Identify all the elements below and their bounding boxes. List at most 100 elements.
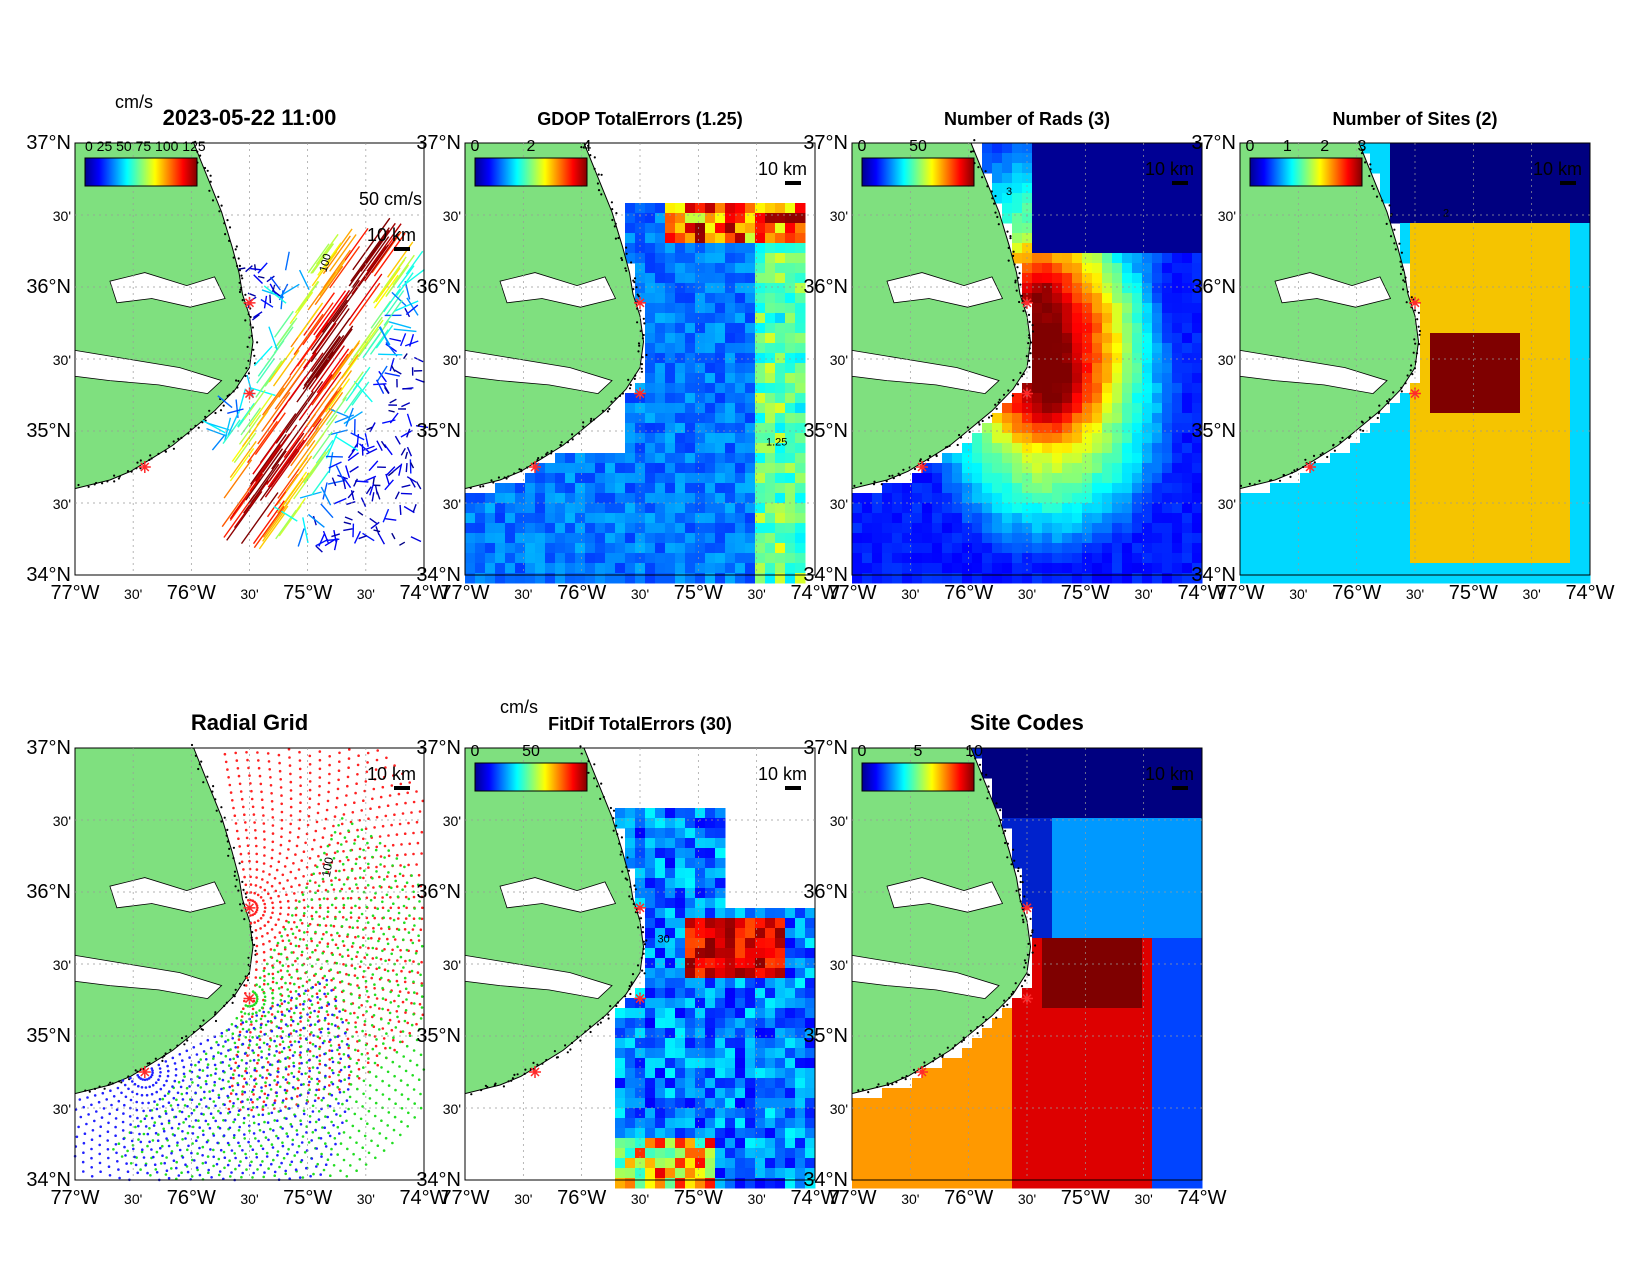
site-marker <box>529 461 541 473</box>
heatmap-cell <box>1192 193 1203 204</box>
heatmap-cell <box>1480 383 1491 394</box>
radial-grid-point <box>251 1012 254 1016</box>
heatmap-cell <box>725 463 736 474</box>
heatmap-cell <box>1052 533 1063 544</box>
heatmap-cell <box>775 403 786 414</box>
heatmap-cell <box>695 413 706 424</box>
current-vector <box>403 353 408 360</box>
heatmap-cell <box>1022 413 1033 424</box>
radial-grid-point <box>306 1019 310 1022</box>
current-vector <box>319 259 346 297</box>
heatmap-cell <box>475 533 486 544</box>
radial-grid-point <box>270 1013 274 1016</box>
heatmap-cell <box>1182 163 1193 174</box>
heatmap-cell <box>1122 333 1133 344</box>
heatmap-cell <box>1400 233 1411 244</box>
heatmap-cell <box>1470 513 1481 524</box>
heatmap-cell <box>645 473 656 484</box>
radial-grid-point <box>232 1057 235 1061</box>
radial-grid-point <box>328 1066 332 1070</box>
radial-grid-point <box>396 959 399 962</box>
heatmap-cell <box>1132 453 1143 464</box>
heatmap-cell <box>1580 163 1591 174</box>
radial-grid-point <box>334 1007 338 1010</box>
heatmap-cell <box>1530 213 1541 224</box>
coast-dot <box>597 173 600 176</box>
heatmap-cell <box>1350 533 1361 544</box>
heatmap-cell <box>922 543 933 554</box>
heatmap-cell <box>1490 523 1501 534</box>
radial-grid-point <box>313 1023 317 1026</box>
radial-grid-point <box>255 952 259 956</box>
heatmap-cell <box>1470 333 1481 344</box>
current-vector <box>310 308 350 363</box>
heatmap-cell <box>765 543 776 554</box>
heatmap-cell <box>1470 303 1481 314</box>
heatmap-cell <box>1042 463 1053 474</box>
heatmap-cell <box>1360 503 1371 514</box>
heatmap-cell <box>1022 563 1033 574</box>
current-vector <box>388 409 395 413</box>
heatmap-cell <box>1570 433 1581 444</box>
radial-grid-point <box>421 1013 425 1017</box>
coast-dot <box>1319 453 1322 456</box>
heatmap-cell <box>705 363 716 374</box>
heatmap-cell <box>1002 413 1013 424</box>
heatmap-cell <box>1172 253 1183 264</box>
heatmap-cell <box>1540 343 1551 354</box>
heatmap-cell <box>1152 193 1163 204</box>
heatmap-cell <box>735 233 746 244</box>
heatmap-cell <box>1420 313 1431 324</box>
radial-grid-point <box>314 881 317 884</box>
heatmap-cell <box>1112 283 1123 294</box>
coast-dot <box>994 403 997 406</box>
heatmap-cell <box>565 523 576 534</box>
heatmap-cell <box>1520 403 1531 414</box>
coast-dot <box>241 277 244 280</box>
heatmap-cell <box>725 433 736 444</box>
heatmap-cell <box>465 543 476 554</box>
heatmap-cell <box>1450 563 1461 574</box>
heatmap-cell <box>685 263 696 274</box>
heatmap-cell <box>755 373 766 384</box>
radial-grid-point <box>256 893 260 897</box>
heatmap-cell <box>1380 533 1391 544</box>
heatmap-cell <box>1480 223 1491 234</box>
coast-dot <box>1403 280 1406 283</box>
heatmap-cell <box>1580 453 1591 464</box>
heatmap-cell <box>902 533 913 544</box>
heatmap-cell <box>882 533 893 544</box>
radial-grid-point <box>383 948 386 951</box>
radial-grid-point <box>269 916 273 919</box>
heatmap-cell <box>1002 513 1013 524</box>
current-vector <box>385 341 398 357</box>
heatmap-cell <box>1072 363 1083 374</box>
radial-grid-point <box>367 995 370 999</box>
radial-grid-point <box>325 808 329 812</box>
current-vector <box>348 282 381 327</box>
heatmap-cell <box>1450 533 1461 544</box>
heatmap-cell <box>932 533 943 544</box>
heatmap-cell <box>1540 263 1551 274</box>
heatmap-cell <box>465 493 476 504</box>
heatmap-cell <box>565 513 576 524</box>
coast-dot <box>636 307 639 310</box>
heatmap-cell <box>1560 163 1571 174</box>
coast-dot <box>247 956 250 959</box>
heatmap-cell <box>1270 513 1281 524</box>
coast-dot <box>956 443 959 447</box>
heatmap-cell <box>745 293 756 304</box>
heatmap-cell <box>745 333 756 344</box>
radial-grid-point <box>294 990 298 993</box>
radial-grid-point <box>345 972 348 976</box>
heatmap-cell <box>1490 393 1501 404</box>
radial-grid-point <box>279 1027 283 1030</box>
heatmap-cell <box>1540 513 1551 524</box>
radial-grid-point <box>269 987 273 990</box>
radial-grid-point <box>395 833 399 836</box>
coast-dot <box>1398 242 1401 245</box>
radial-grid-point <box>245 1067 248 1070</box>
heatmap-cell <box>665 233 676 244</box>
radial-grid-point <box>284 981 287 985</box>
heatmap-cell <box>1102 313 1113 324</box>
